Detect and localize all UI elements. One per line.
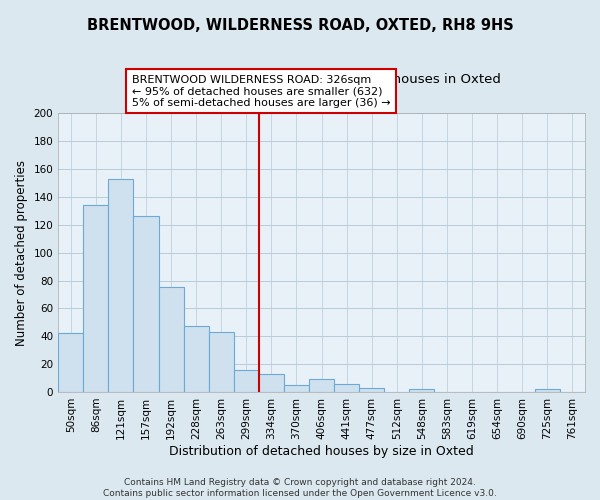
Bar	[133, 216, 158, 392]
Bar	[535, 389, 560, 392]
Bar	[209, 332, 234, 392]
Bar	[234, 370, 259, 392]
Bar	[309, 380, 334, 392]
Bar	[359, 388, 385, 392]
Bar	[284, 385, 309, 392]
Bar	[109, 179, 133, 392]
Text: BRENTWOOD WILDERNESS ROAD: 326sqm
← 95% of detached houses are smaller (632)
5% : BRENTWOOD WILDERNESS ROAD: 326sqm ← 95% …	[132, 74, 391, 108]
Bar	[58, 334, 83, 392]
Bar	[259, 374, 284, 392]
Bar	[334, 384, 359, 392]
Text: Contains HM Land Registry data © Crown copyright and database right 2024.
Contai: Contains HM Land Registry data © Crown c…	[103, 478, 497, 498]
Title: Size of property relative to detached houses in Oxted: Size of property relative to detached ho…	[143, 73, 500, 86]
Text: BRENTWOOD, WILDERNESS ROAD, OXTED, RH8 9HS: BRENTWOOD, WILDERNESS ROAD, OXTED, RH8 9…	[86, 18, 514, 32]
Y-axis label: Number of detached properties: Number of detached properties	[15, 160, 28, 346]
Bar	[158, 288, 184, 392]
X-axis label: Distribution of detached houses by size in Oxted: Distribution of detached houses by size …	[169, 444, 474, 458]
Bar	[409, 389, 434, 392]
Bar	[83, 206, 109, 392]
Bar	[184, 326, 209, 392]
